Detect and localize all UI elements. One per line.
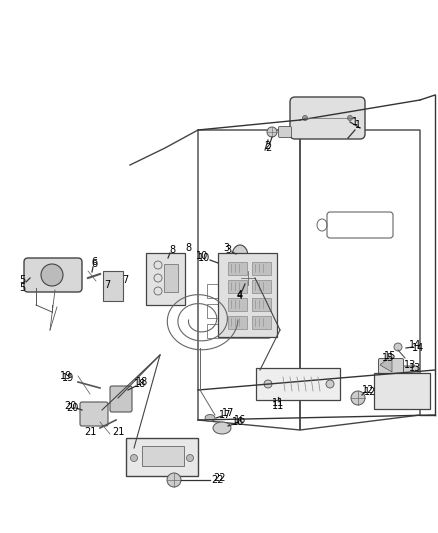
FancyBboxPatch shape [251,316,271,328]
Ellipse shape [267,127,277,137]
FancyBboxPatch shape [279,126,292,138]
FancyBboxPatch shape [227,279,247,293]
FancyBboxPatch shape [24,258,82,292]
FancyBboxPatch shape [103,271,123,301]
FancyBboxPatch shape [110,386,132,412]
Text: 20: 20 [64,401,76,411]
FancyBboxPatch shape [256,368,340,400]
Text: 6: 6 [91,257,97,267]
FancyBboxPatch shape [251,297,271,311]
Text: 15: 15 [384,351,396,361]
Text: 2: 2 [265,143,271,153]
Text: 16: 16 [234,415,246,425]
Text: 17: 17 [219,410,231,420]
Text: 8: 8 [169,245,175,255]
Text: 1: 1 [352,117,358,127]
Text: 12: 12 [364,387,376,397]
Ellipse shape [326,380,334,388]
Text: 6: 6 [91,259,97,269]
Text: 3: 3 [223,243,229,253]
Text: 12: 12 [362,385,374,395]
Ellipse shape [205,415,215,422]
Ellipse shape [241,271,255,285]
FancyBboxPatch shape [227,297,247,311]
Text: 22: 22 [214,473,226,483]
Text: 21: 21 [112,427,124,437]
Text: 4: 4 [237,291,243,301]
Text: 5: 5 [19,275,25,285]
Text: 11: 11 [272,401,284,411]
FancyBboxPatch shape [374,373,430,409]
FancyBboxPatch shape [142,446,184,466]
Text: 18: 18 [134,379,146,389]
Ellipse shape [351,391,365,405]
FancyBboxPatch shape [227,262,247,274]
Ellipse shape [131,455,138,462]
FancyBboxPatch shape [80,402,108,426]
Text: 19: 19 [60,371,72,381]
FancyBboxPatch shape [126,438,198,476]
Polygon shape [380,355,392,372]
Text: 10: 10 [196,251,208,261]
Text: 11: 11 [272,398,284,408]
FancyBboxPatch shape [251,279,271,293]
Ellipse shape [232,245,248,267]
Text: 18: 18 [136,377,148,387]
FancyBboxPatch shape [227,316,247,328]
FancyBboxPatch shape [251,262,271,274]
Text: 14: 14 [412,343,424,353]
Text: 2: 2 [264,141,270,151]
Text: 7: 7 [104,280,110,290]
Text: 14: 14 [409,340,421,350]
Text: 7: 7 [122,275,128,285]
Text: 5: 5 [19,283,25,293]
Text: 20: 20 [66,403,78,413]
Text: 13: 13 [409,363,421,373]
Text: 3: 3 [225,245,231,255]
FancyBboxPatch shape [290,97,365,139]
FancyBboxPatch shape [146,253,185,305]
Text: 8: 8 [185,243,191,253]
Ellipse shape [394,343,402,351]
Text: 1: 1 [355,120,361,130]
Text: 19: 19 [62,373,74,383]
Text: 10: 10 [198,253,210,263]
Text: 13: 13 [404,360,416,370]
Ellipse shape [213,422,231,434]
Text: 16: 16 [232,417,244,427]
Text: 15: 15 [382,353,394,363]
FancyBboxPatch shape [218,253,277,337]
Ellipse shape [264,380,272,388]
FancyBboxPatch shape [378,359,403,374]
Ellipse shape [187,455,194,462]
FancyBboxPatch shape [398,366,418,394]
Text: 4: 4 [237,290,243,300]
Ellipse shape [347,116,353,120]
Ellipse shape [41,264,63,286]
Text: 22: 22 [212,475,224,485]
Ellipse shape [303,116,307,120]
Text: 21: 21 [84,427,96,437]
Ellipse shape [167,473,181,487]
FancyBboxPatch shape [164,264,178,292]
Text: 17: 17 [222,408,234,418]
